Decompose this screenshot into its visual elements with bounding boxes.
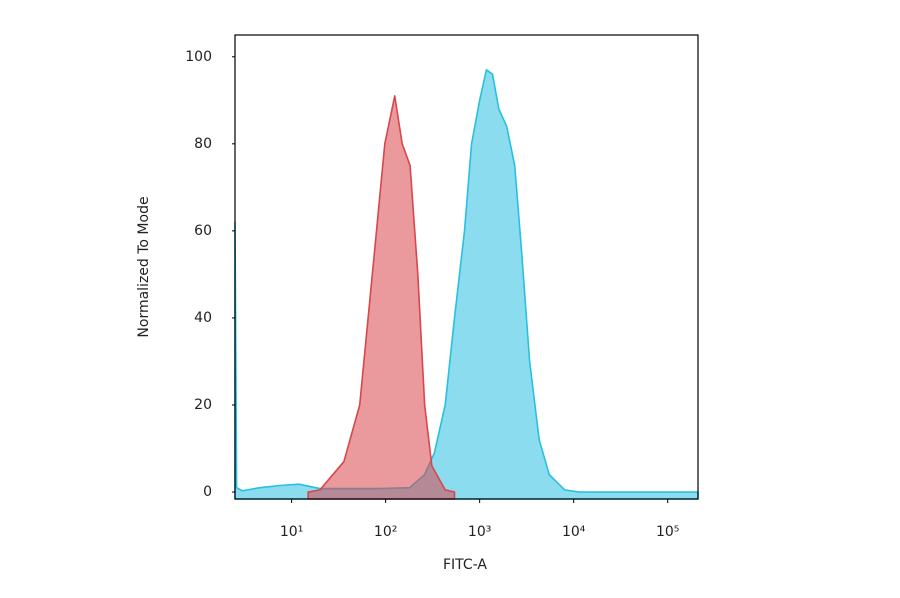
x-tick-label: 10¹ bbox=[280, 524, 303, 540]
y-tick-label: 80 bbox=[194, 136, 212, 152]
x-tick-label: 10² bbox=[374, 524, 397, 540]
histogram-area bbox=[234, 69, 699, 500]
y-tick-label: 0 bbox=[203, 484, 212, 500]
y-axis-label: Normalized To Mode bbox=[136, 196, 152, 337]
x-tick-label: 10⁴ bbox=[562, 524, 586, 540]
x-tick-label: 10⁵ bbox=[656, 524, 679, 540]
y-tick-label: 60 bbox=[194, 223, 212, 239]
y-tick-label: 20 bbox=[194, 397, 212, 413]
plot-frame bbox=[234, 34, 699, 500]
x-tick-label: 10³ bbox=[468, 524, 491, 540]
y-tick-label: 40 bbox=[194, 310, 212, 326]
y-tick-label: 100 bbox=[185, 49, 212, 65]
histogram-area bbox=[307, 95, 456, 500]
x-axis-label: FITC-A bbox=[443, 557, 487, 573]
